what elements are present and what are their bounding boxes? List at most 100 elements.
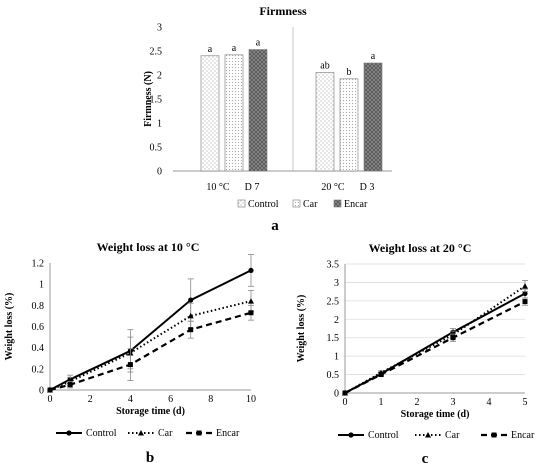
- data-point-car: [187, 312, 194, 319]
- y-tick-label: 0.2: [32, 364, 45, 375]
- legend-marker-encar: [491, 432, 497, 438]
- y-tick-label: 2: [157, 71, 162, 82]
- data-point-encar: [127, 362, 133, 368]
- y-tick-label: 0: [334, 389, 339, 400]
- y-tick-label: 0.5: [327, 370, 340, 381]
- legend-label: Encar: [216, 428, 240, 439]
- x-tick-label: 4: [128, 394, 133, 405]
- x-tick-label: 1: [379, 397, 384, 408]
- y-tick-label: 3: [157, 23, 162, 34]
- data-point-car: [522, 283, 528, 289]
- legend-swatch-car: [292, 199, 301, 208]
- y-tick-label: 2.5: [150, 47, 163, 58]
- y-tick-label: 0.5: [150, 143, 163, 154]
- chart-title: Weight loss at 10 °C: [97, 240, 200, 254]
- y-tick-label: 1.5: [327, 333, 340, 344]
- x-axis-label: Storage time (d): [116, 406, 185, 417]
- series-line-control: [49, 269, 252, 391]
- data-point-encar: [188, 327, 194, 333]
- significance-letter: a: [232, 43, 237, 54]
- x-tick-label: 0: [343, 397, 348, 408]
- x-tick-label: 6: [168, 394, 173, 405]
- y-tick-label: 0: [157, 167, 162, 178]
- y-tick-label: 0.8: [32, 301, 45, 312]
- y-axis-label: Firmness (N): [143, 71, 154, 127]
- panel-letter-c: c: [422, 451, 429, 467]
- x-tick-label: 2: [88, 394, 93, 405]
- significance-letter: b: [347, 67, 352, 78]
- legend-label: Control: [368, 430, 399, 441]
- x-axis-label: Storage time (d): [401, 409, 470, 420]
- y-tick-label: 1: [39, 280, 44, 291]
- data-point-control: [522, 290, 528, 297]
- chart-title: Firmness: [259, 4, 307, 18]
- data-point-encar: [450, 335, 456, 341]
- bar-control: [315, 72, 335, 172]
- x-tick-label: 4: [487, 397, 492, 408]
- legend-label: Car: [158, 428, 173, 439]
- bar-control: [200, 55, 220, 172]
- legend-label: Car: [445, 430, 460, 441]
- bar-encar: [248, 49, 268, 172]
- series-line-encar: [344, 300, 526, 394]
- y-tick-label: 3.5: [327, 260, 340, 271]
- y-tick-label: 1.2: [32, 259, 45, 270]
- series-line-encar: [49, 311, 252, 392]
- x-tick-label: 3: [451, 397, 456, 408]
- x-tick-label: 0: [48, 394, 53, 405]
- legend-swatch-control: [237, 199, 246, 208]
- y-tick-label: 0: [39, 386, 44, 397]
- legend-label: Encar: [511, 430, 535, 441]
- category-label: D 7: [245, 182, 260, 193]
- y-axis-label: Weight loss (%): [296, 295, 307, 363]
- y-tick-label: 2: [334, 315, 339, 326]
- x-tick-label: 5: [523, 397, 528, 408]
- data-point-control: [248, 267, 254, 274]
- weight-loss-20c-chart: Weight loss at 20 °C 0 0.5 1 1.5 2 2.5 3 3.5 0 1 2 3…: [296, 241, 535, 467]
- significance-letter: a: [256, 38, 261, 49]
- bar-encar: [363, 62, 383, 172]
- data-point-car: [248, 298, 254, 304]
- bar-car: [224, 54, 244, 172]
- data-point-encar: [47, 387, 53, 393]
- firmness-chart: Firmness 0 0.5 1 1.5 2 2.5 3 Firmness (N) a a a 10 °…: [143, 4, 392, 234]
- legend-marker-control: [348, 432, 354, 438]
- legend-marker-car: [425, 432, 431, 438]
- y-tick-label: 1.5: [150, 95, 163, 106]
- y-tick-label: 1: [157, 119, 162, 130]
- data-point-encar: [522, 299, 528, 305]
- legend-swatch-encar: [333, 199, 342, 208]
- legend-label: Control: [86, 428, 117, 439]
- data-point-encar: [378, 372, 384, 378]
- chart-title: Weight loss at 20 °C: [369, 241, 472, 255]
- data-point-encar: [67, 382, 73, 388]
- series-line-car: [49, 300, 252, 391]
- data-point-encar: [342, 390, 348, 396]
- x-tick-label: 10: [246, 394, 256, 405]
- category-label: 20 °C: [321, 182, 344, 193]
- significance-letter: a: [208, 44, 213, 55]
- significance-letter: ab: [320, 61, 329, 72]
- x-tick-label: 8: [208, 394, 213, 405]
- y-axis-label: Weight loss (%): [4, 293, 15, 361]
- panel-letter-a: a: [271, 218, 279, 234]
- y-tick-label: 0.6: [32, 322, 45, 333]
- legend-marker-control: [66, 430, 72, 436]
- y-tick-label: 3: [334, 278, 339, 289]
- x-tick-label: 2: [415, 397, 420, 408]
- y-tick-label: 1: [334, 352, 339, 363]
- panel-letter-b: b: [146, 450, 154, 466]
- legend-label: Encar: [344, 199, 368, 210]
- y-tick-label: 0.4: [32, 343, 45, 354]
- significance-letter: a: [371, 51, 376, 62]
- legend-marker-encar: [196, 430, 202, 436]
- category-label: 10 °C: [206, 182, 229, 193]
- data-point-encar: [248, 310, 254, 316]
- legend-label: Control: [248, 199, 279, 210]
- category-label: D 3: [360, 182, 375, 193]
- weight-loss-10c-chart: Weight loss at 10 °C 0 0.2 0.4 0.6 0.8 1 1.2 0 2 4…: [4, 240, 256, 466]
- series-line-car: [344, 285, 526, 394]
- y-tick-label: 2.5: [327, 296, 340, 307]
- data-point-control: [188, 297, 194, 303]
